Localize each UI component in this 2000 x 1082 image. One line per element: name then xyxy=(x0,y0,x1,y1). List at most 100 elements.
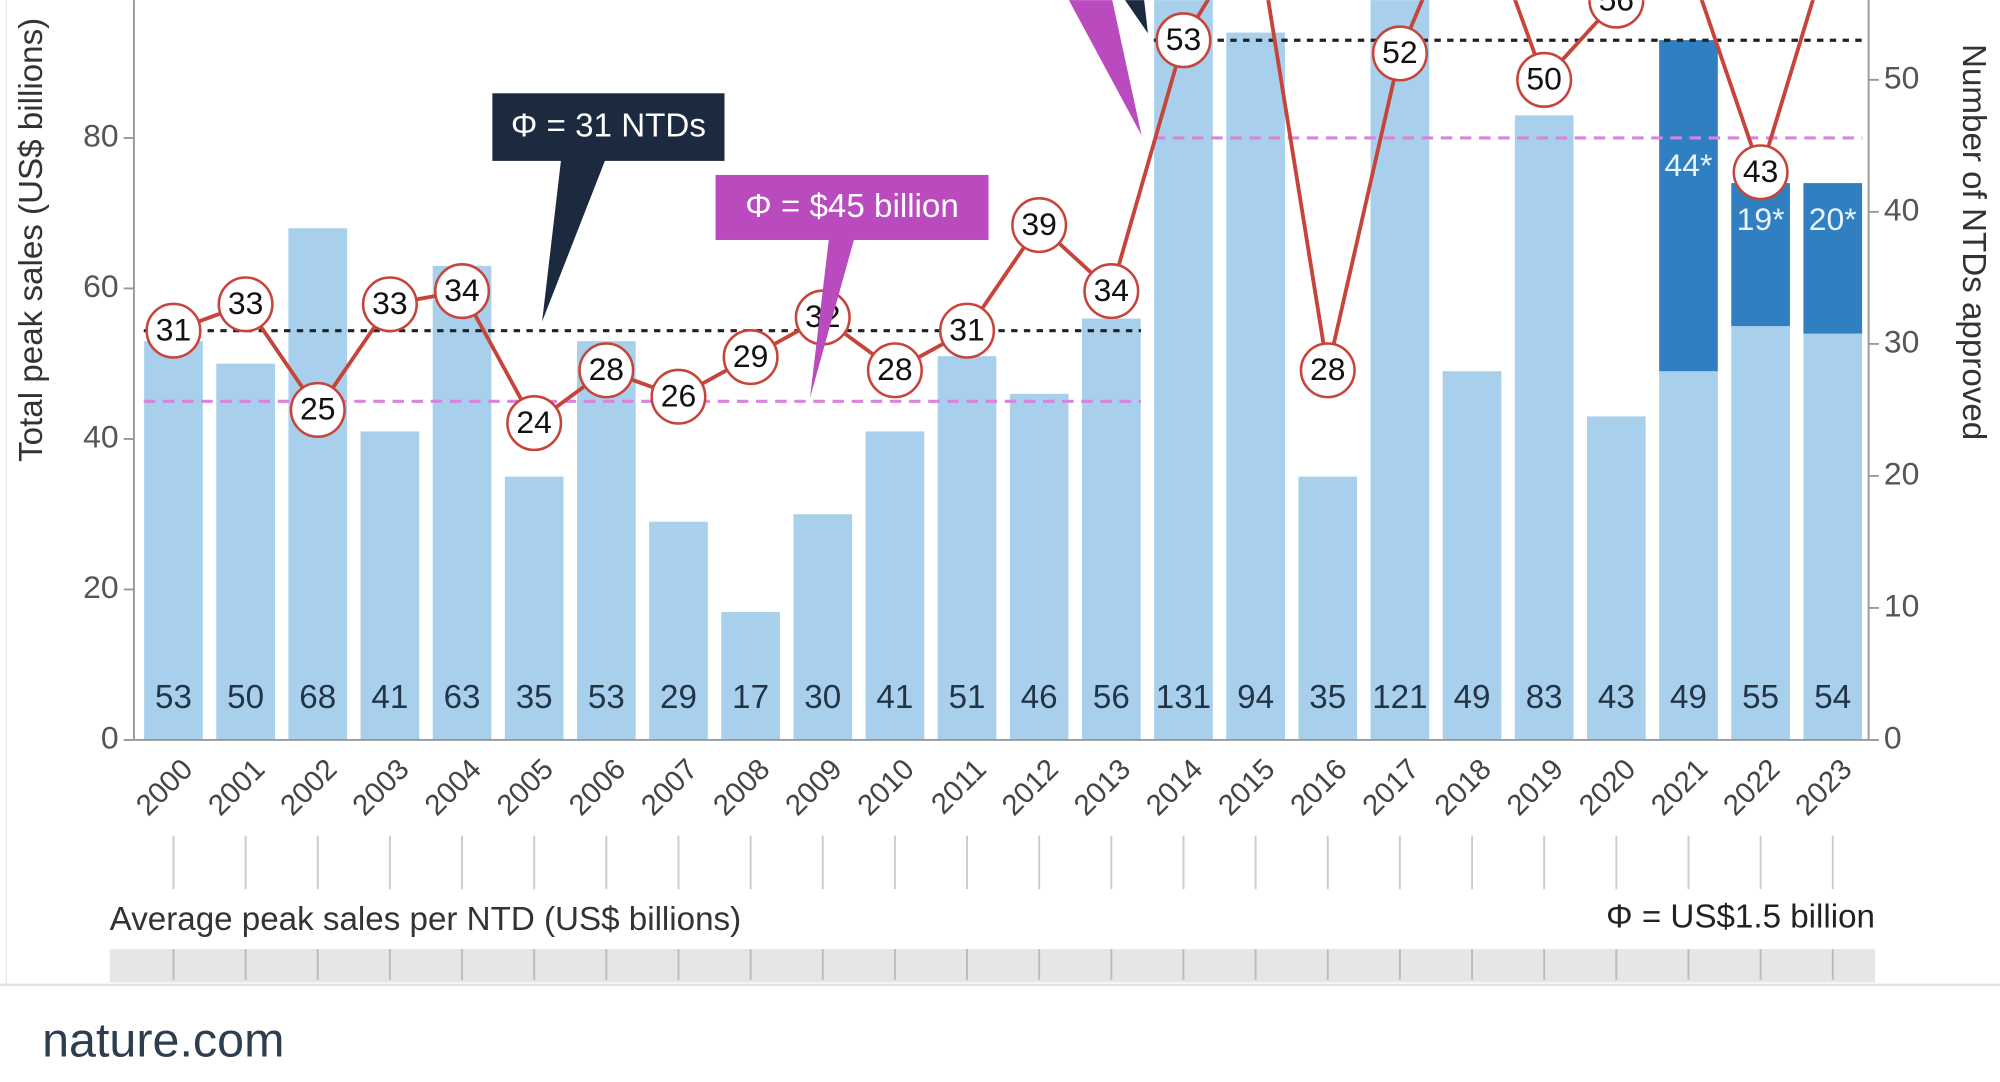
y2-axis-title: Number of NTDs approved xyxy=(1955,44,1992,440)
ntd-value-label: 28 xyxy=(589,351,624,387)
y2-tick-label: 30 xyxy=(1884,323,1919,359)
callout-box xyxy=(715,174,989,240)
ntd-point xyxy=(506,395,563,452)
bar-value-label: 121 xyxy=(1372,679,1427,716)
average-strip xyxy=(109,949,1876,983)
callout-pointer xyxy=(1068,0,1142,136)
bar xyxy=(576,341,636,740)
ntd-value-label: 34 xyxy=(1094,272,1129,308)
ntd-value-label: 31 xyxy=(156,311,191,347)
bar xyxy=(1586,416,1646,740)
bar xyxy=(432,265,492,740)
y2-tick-label: 20 xyxy=(1884,455,1919,491)
ntd-point xyxy=(361,276,418,333)
bar xyxy=(1009,393,1069,740)
bar xyxy=(1081,318,1141,740)
bar-value-label: 49 xyxy=(1670,679,1707,716)
callout-label: Φ = $45 billion xyxy=(745,188,959,225)
bar xyxy=(1154,0,1213,740)
ntd-value-label: 34 xyxy=(444,272,479,308)
y-axis-title: Total peak sales (US$ billions) xyxy=(13,18,50,462)
bar xyxy=(1731,326,1790,740)
ntd-point xyxy=(1299,342,1356,399)
bar xyxy=(1803,333,1863,740)
ntd-point xyxy=(722,329,779,386)
strip-label: Average peak sales per NTD (US$ billions… xyxy=(110,901,741,938)
ntd-point xyxy=(433,263,491,320)
ntd-value-label: 28 xyxy=(1310,351,1345,387)
plot-area: 53 50 68 41 63 35 53 29 17 30 41 51 46 56 131 94 35 121 49… xyxy=(143,0,1863,740)
bar-segment xyxy=(1731,183,1790,327)
ntd-point xyxy=(217,276,274,333)
bar xyxy=(504,476,564,740)
ntd-value-label: 39 xyxy=(1021,206,1056,242)
y-tick-label: 20 xyxy=(83,569,118,605)
ntd-value-label: 56 xyxy=(1599,0,1634,17)
bar-value-label: 50 xyxy=(227,679,264,716)
segment-value-label: 19* xyxy=(1737,201,1785,237)
bar-value-label: 53 xyxy=(588,679,625,716)
bar xyxy=(1659,371,1718,740)
ntd-point xyxy=(578,342,635,399)
bar-value-label: 35 xyxy=(1309,679,1346,716)
y2-tick-label: 50 xyxy=(1884,59,1919,95)
segment-value-label: 44* xyxy=(1665,147,1713,183)
bar xyxy=(144,341,203,740)
callout-label: Φ = 31 NTDs xyxy=(511,108,706,145)
ntd-point xyxy=(1155,12,1212,69)
ntd-value-label: 24 xyxy=(516,404,551,440)
ntd-point xyxy=(650,368,707,425)
bar xyxy=(1514,115,1574,740)
bar-segment xyxy=(1803,183,1863,334)
bar xyxy=(1298,476,1358,740)
y2-tick-label: 10 xyxy=(1884,587,1919,623)
ntd-value-label: 52 xyxy=(1382,34,1417,70)
bar-value-label: 17 xyxy=(732,679,769,716)
ntd-value-label: 31 xyxy=(949,311,984,347)
bar-value-label: 30 xyxy=(804,679,841,716)
segment-value-label: 20* xyxy=(1809,201,1857,237)
bar xyxy=(288,228,348,740)
ntd-point xyxy=(938,302,996,359)
ntd-value-label: 33 xyxy=(228,285,263,321)
ntd-point xyxy=(1516,51,1573,108)
ntd-value-label: 29 xyxy=(733,338,768,374)
bar xyxy=(1370,0,1430,740)
bar-value-label: 83 xyxy=(1526,679,1563,716)
y-tick-label: 0 xyxy=(101,719,119,755)
bar-value-label: 53 xyxy=(155,679,192,716)
y-tick-label: 80 xyxy=(83,117,118,153)
ntd-value-label: 50 xyxy=(1526,61,1561,97)
bar-value-label: 49 xyxy=(1454,679,1491,716)
ntd-point xyxy=(1371,25,1428,82)
ntd-point xyxy=(1011,197,1068,254)
ntd-value-label: 25 xyxy=(300,391,335,427)
bar-value-label: 63 xyxy=(444,679,481,716)
bar-value-label: 131 xyxy=(1156,679,1211,716)
y-tick-label: 40 xyxy=(83,418,118,454)
bar xyxy=(216,363,275,740)
callout-pointer xyxy=(809,237,855,399)
ntd-point xyxy=(866,342,923,399)
ntd-value-label: 26 xyxy=(661,377,696,413)
bar-value-label: 29 xyxy=(660,679,697,716)
ntd-value-label: 28 xyxy=(877,351,912,387)
bar xyxy=(360,431,420,740)
y2-tick-label: 40 xyxy=(1884,191,1919,227)
bar xyxy=(721,612,780,740)
bar xyxy=(1442,371,1502,740)
source: nature.com xyxy=(42,1013,284,1067)
bar-value-label: 43 xyxy=(1598,679,1635,716)
bar-value-label: 41 xyxy=(371,679,408,716)
y-tick-label: 60 xyxy=(83,268,118,304)
bar-value-label: 51 xyxy=(949,679,986,716)
ntd-value-label: 43 xyxy=(1743,153,1778,189)
ntd-value-label: 53 xyxy=(1166,21,1201,57)
strip-note: Φ = US$1.5 billion xyxy=(1606,898,1875,935)
bar-value-label: 56 xyxy=(1093,679,1130,716)
bar-segment xyxy=(1659,40,1718,372)
bar-value-label: 94 xyxy=(1237,679,1274,716)
bar-value-label: 68 xyxy=(299,679,336,716)
callout-pointer xyxy=(542,158,606,322)
